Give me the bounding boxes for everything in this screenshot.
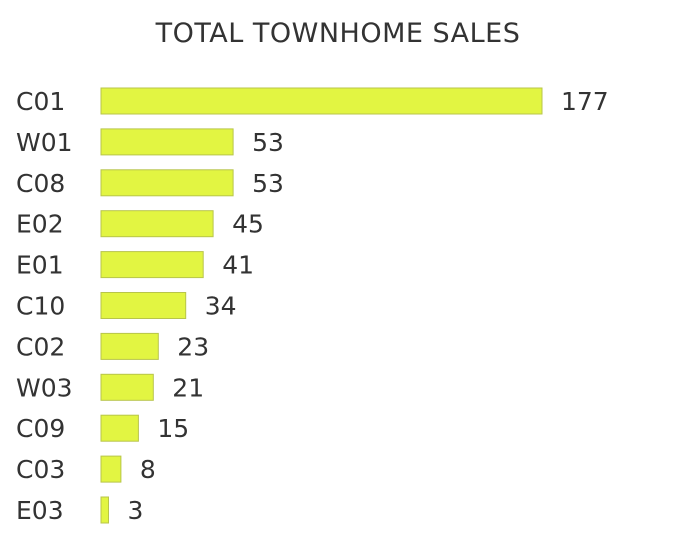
- value-label-e02: 45: [232, 210, 264, 239]
- value-label-c09: 15: [157, 414, 189, 443]
- category-label-e01: E01: [16, 251, 64, 280]
- value-label-w01: 53: [252, 128, 284, 157]
- category-label-c03: C03: [16, 455, 65, 484]
- value-label-c08: 53: [252, 169, 284, 198]
- bar-w03: [100, 373, 154, 401]
- value-label-c03: 8: [140, 455, 156, 484]
- category-label-w01: W01: [16, 128, 73, 157]
- bar-e03: [100, 496, 109, 524]
- value-label-c10: 34: [205, 292, 237, 321]
- bar-c01: [100, 87, 543, 115]
- labels-layer: C01 177 W01 53 C08 53 E02 45 E01 41 C10 34 C02 23 W03 2…: [16, 87, 609, 525]
- chart-title: TOTAL TOWNHOME SALES: [155, 18, 521, 49]
- category-label-c08: C08: [16, 169, 65, 198]
- category-label-c09: C09: [16, 414, 65, 443]
- bar-c02: [100, 332, 159, 360]
- bar-e02: [100, 210, 214, 238]
- value-label-e01: 41: [222, 251, 254, 280]
- category-label-e02: E02: [16, 210, 64, 239]
- category-label-c02: C02: [16, 332, 65, 361]
- bar-c10: [100, 292, 187, 319]
- value-label-e03: 3: [128, 496, 144, 525]
- bar-c03: [100, 455, 122, 483]
- bar-e01: [100, 251, 204, 279]
- bar-w01: [100, 128, 234, 156]
- value-label-c02: 23: [177, 332, 209, 361]
- value-label-w03: 21: [172, 373, 204, 402]
- bars-layer: [100, 87, 543, 524]
- category-label-c01: C01: [16, 87, 65, 116]
- category-label-e03: E03: [16, 496, 64, 525]
- category-label-c10: C10: [16, 292, 65, 321]
- bar-c09: [100, 414, 139, 442]
- bar-c08: [100, 169, 234, 197]
- value-label-c01: 177: [561, 87, 609, 116]
- category-label-w03: W03: [16, 373, 73, 402]
